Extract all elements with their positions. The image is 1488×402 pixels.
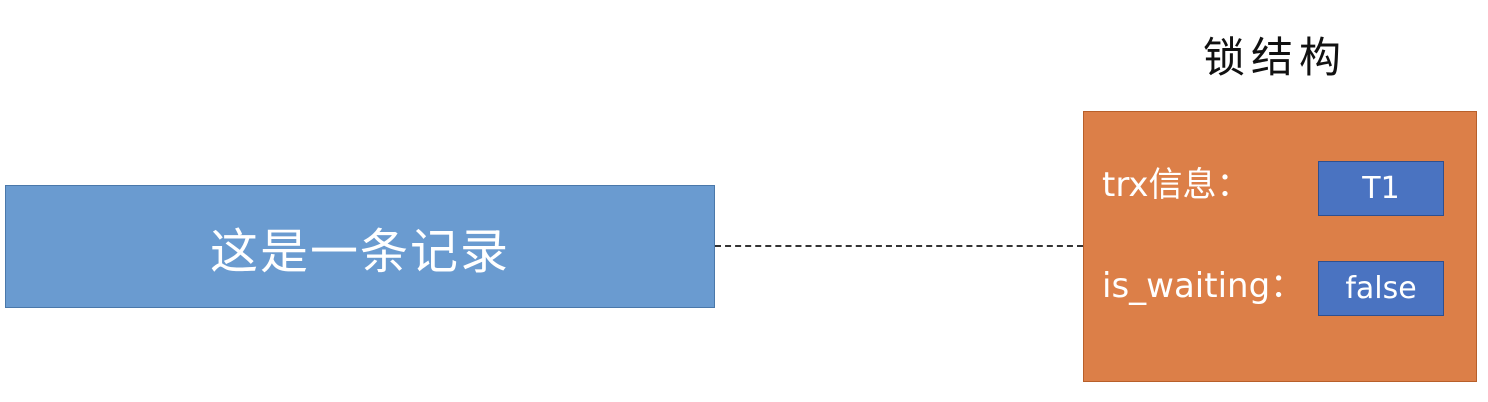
is-waiting-label: is_waiting： <box>1102 266 1305 306</box>
trx-info-label: trx信息： <box>1102 165 1251 205</box>
trx-info-value: T1 <box>1318 161 1444 216</box>
record-label: 这是一条记录 <box>209 223 510 280</box>
lock-structure-box: trx信息： T1 is_waiting： false <box>1083 111 1477 382</box>
dashed-connector <box>715 245 1083 247</box>
lock-structure-title: 锁结构 <box>1202 33 1347 82</box>
record-box: 这是一条记录 <box>5 185 715 308</box>
is-waiting-value: false <box>1318 261 1444 316</box>
